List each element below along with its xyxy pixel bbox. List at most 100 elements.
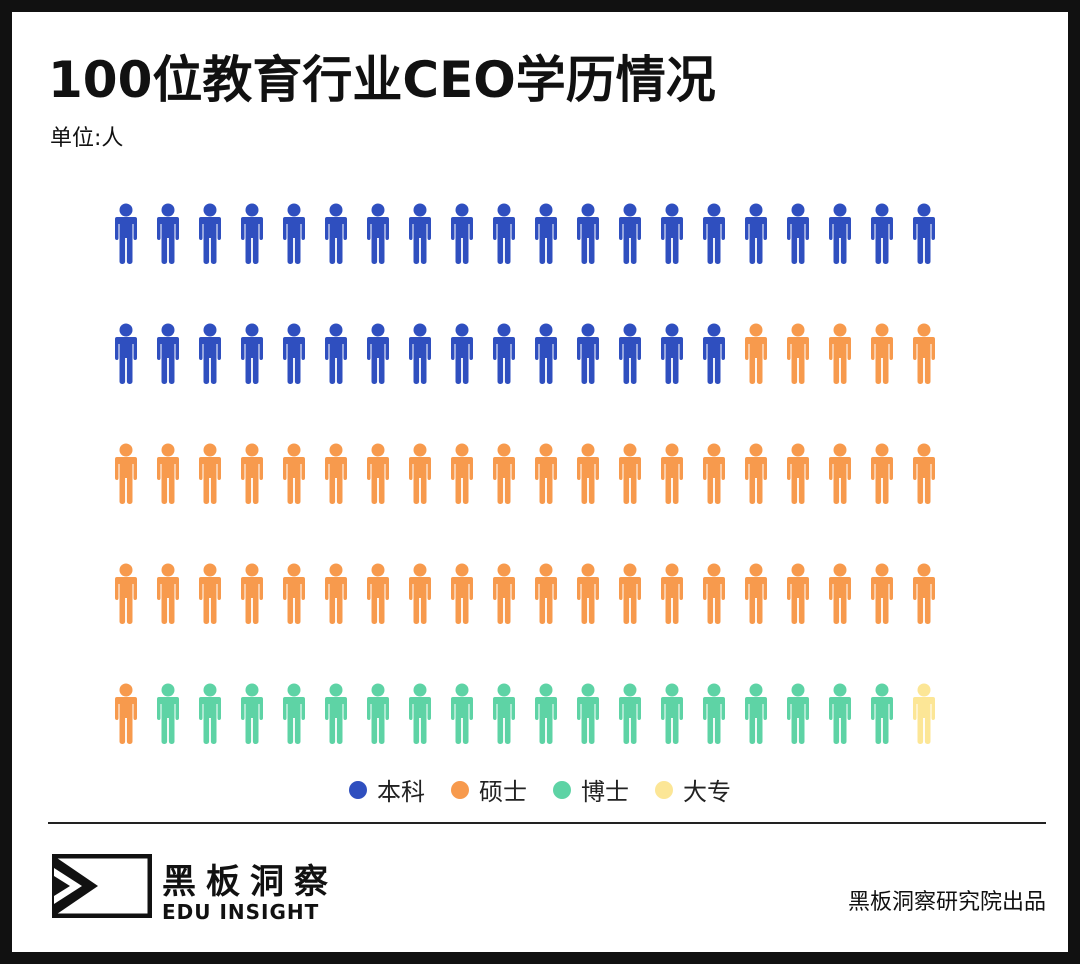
person-icon-master: [115, 563, 137, 624]
person-icon-bachelor: [535, 323, 557, 384]
person-icon-doctor: [661, 683, 683, 744]
person-icon-bachelor: [661, 323, 683, 384]
footer-divider: [48, 822, 1046, 824]
person-icon-master: [703, 443, 725, 504]
person-icon-doctor: [241, 683, 263, 744]
person-icon-bachelor: [619, 203, 641, 264]
person-icon-bachelor: [871, 203, 893, 264]
person-icon-bachelor: [661, 203, 683, 264]
person-icon-master: [409, 563, 431, 624]
person-icon-bachelor: [241, 323, 263, 384]
person-icon-master: [325, 443, 347, 504]
legend-item-associate: 大专: [655, 772, 731, 807]
chart-title: 100位教育行业CEO学历情况: [48, 51, 716, 109]
eye-chevron-logo-icon: [52, 854, 152, 918]
legend: 本科 硕士 博士 大专: [12, 772, 1068, 807]
person-icon-master: [829, 563, 851, 624]
brand-name-cn: 黑板洞察: [162, 862, 338, 902]
person-icon-master: [493, 563, 515, 624]
person-icon-doctor: [199, 683, 221, 744]
person-icon-bachelor: [325, 203, 347, 264]
person-icon-bachelor: [745, 203, 767, 264]
person-icon-master: [787, 323, 809, 384]
person-icon-bachelor: [577, 323, 599, 384]
person-icon-doctor: [451, 683, 473, 744]
person-icon-bachelor: [157, 203, 179, 264]
person-icon-bachelor: [115, 203, 137, 264]
legend-label-associate: 大专: [683, 778, 731, 806]
person-icon-doctor: [409, 683, 431, 744]
person-icon-master: [409, 443, 431, 504]
person-icon-master: [451, 563, 473, 624]
person-icon-master: [241, 563, 263, 624]
person-icon-bachelor: [283, 203, 305, 264]
person-icon-associate: [913, 683, 935, 744]
person-icon-master: [661, 443, 683, 504]
person-icon-master: [913, 563, 935, 624]
person-icon-master: [661, 563, 683, 624]
person-icon-master: [745, 563, 767, 624]
legend-label-master: 硕士: [479, 778, 527, 806]
person-icon-bachelor: [283, 323, 305, 384]
person-icon-master: [451, 443, 473, 504]
person-icon-bachelor: [409, 203, 431, 264]
person-icon-bachelor: [619, 323, 641, 384]
person-icon-bachelor: [157, 323, 179, 384]
person-icon-master: [283, 563, 305, 624]
person-icon-bachelor: [787, 203, 809, 264]
person-icon-master: [367, 443, 389, 504]
person-icon-doctor: [493, 683, 515, 744]
legend-item-bachelor: 本科: [349, 772, 425, 807]
person-icon-master: [241, 443, 263, 504]
unit-label: 单位:人: [50, 126, 124, 151]
person-icon-bachelor: [577, 203, 599, 264]
person-icon-bachelor: [409, 323, 431, 384]
person-icon-master: [913, 323, 935, 384]
person-icon-bachelor: [493, 203, 515, 264]
person-icon-doctor: [787, 683, 809, 744]
person-icon-master: [325, 563, 347, 624]
legend-swatch-doctor: [553, 780, 571, 799]
person-icon-bachelor: [535, 203, 557, 264]
person-icon-bachelor: [367, 203, 389, 264]
person-icon-bachelor: [451, 203, 473, 264]
person-icon-bachelor: [703, 323, 725, 384]
person-icon-doctor: [829, 683, 851, 744]
credit-text: 黑板洞察研究院出品: [847, 890, 1046, 915]
person-icon-master: [157, 563, 179, 624]
person-icon-master: [745, 323, 767, 384]
person-icon-master: [619, 443, 641, 504]
legend-swatch-bachelor: [349, 780, 367, 799]
brand-name-en: EDU INSIGHT: [162, 900, 320, 924]
person-icon-bachelor: [451, 323, 473, 384]
person-icon-master: [115, 443, 137, 504]
person-icon-master: [871, 323, 893, 384]
legend-label-doctor: 博士: [581, 778, 629, 806]
person-icon-doctor: [325, 683, 347, 744]
person-icon-master: [577, 443, 599, 504]
person-icon-doctor: [745, 683, 767, 744]
person-icon-master: [829, 323, 851, 384]
person-icon-master: [619, 563, 641, 624]
person-icon-master: [829, 443, 851, 504]
person-icon-master: [577, 563, 599, 624]
legend-label-bachelor: 本科: [377, 778, 425, 806]
person-icon-master: [745, 443, 767, 504]
person-icon-bachelor: [325, 323, 347, 384]
person-icon-master: [871, 443, 893, 504]
person-icon-master: [535, 563, 557, 624]
person-icon-doctor: [577, 683, 599, 744]
person-icon-bachelor: [199, 203, 221, 264]
person-icon-bachelor: [829, 203, 851, 264]
person-icon-master: [493, 443, 515, 504]
legend-item-doctor: 博士: [553, 772, 629, 807]
person-icon-doctor: [157, 683, 179, 744]
person-icon-master: [115, 683, 137, 744]
legend-swatch-associate: [655, 780, 673, 799]
person-icon-bachelor: [241, 203, 263, 264]
person-icon-master: [787, 563, 809, 624]
person-icon-doctor: [367, 683, 389, 744]
person-icon-bachelor: [703, 203, 725, 264]
pictograph-chart: [115, 203, 935, 744]
legend-swatch-master: [451, 780, 469, 799]
